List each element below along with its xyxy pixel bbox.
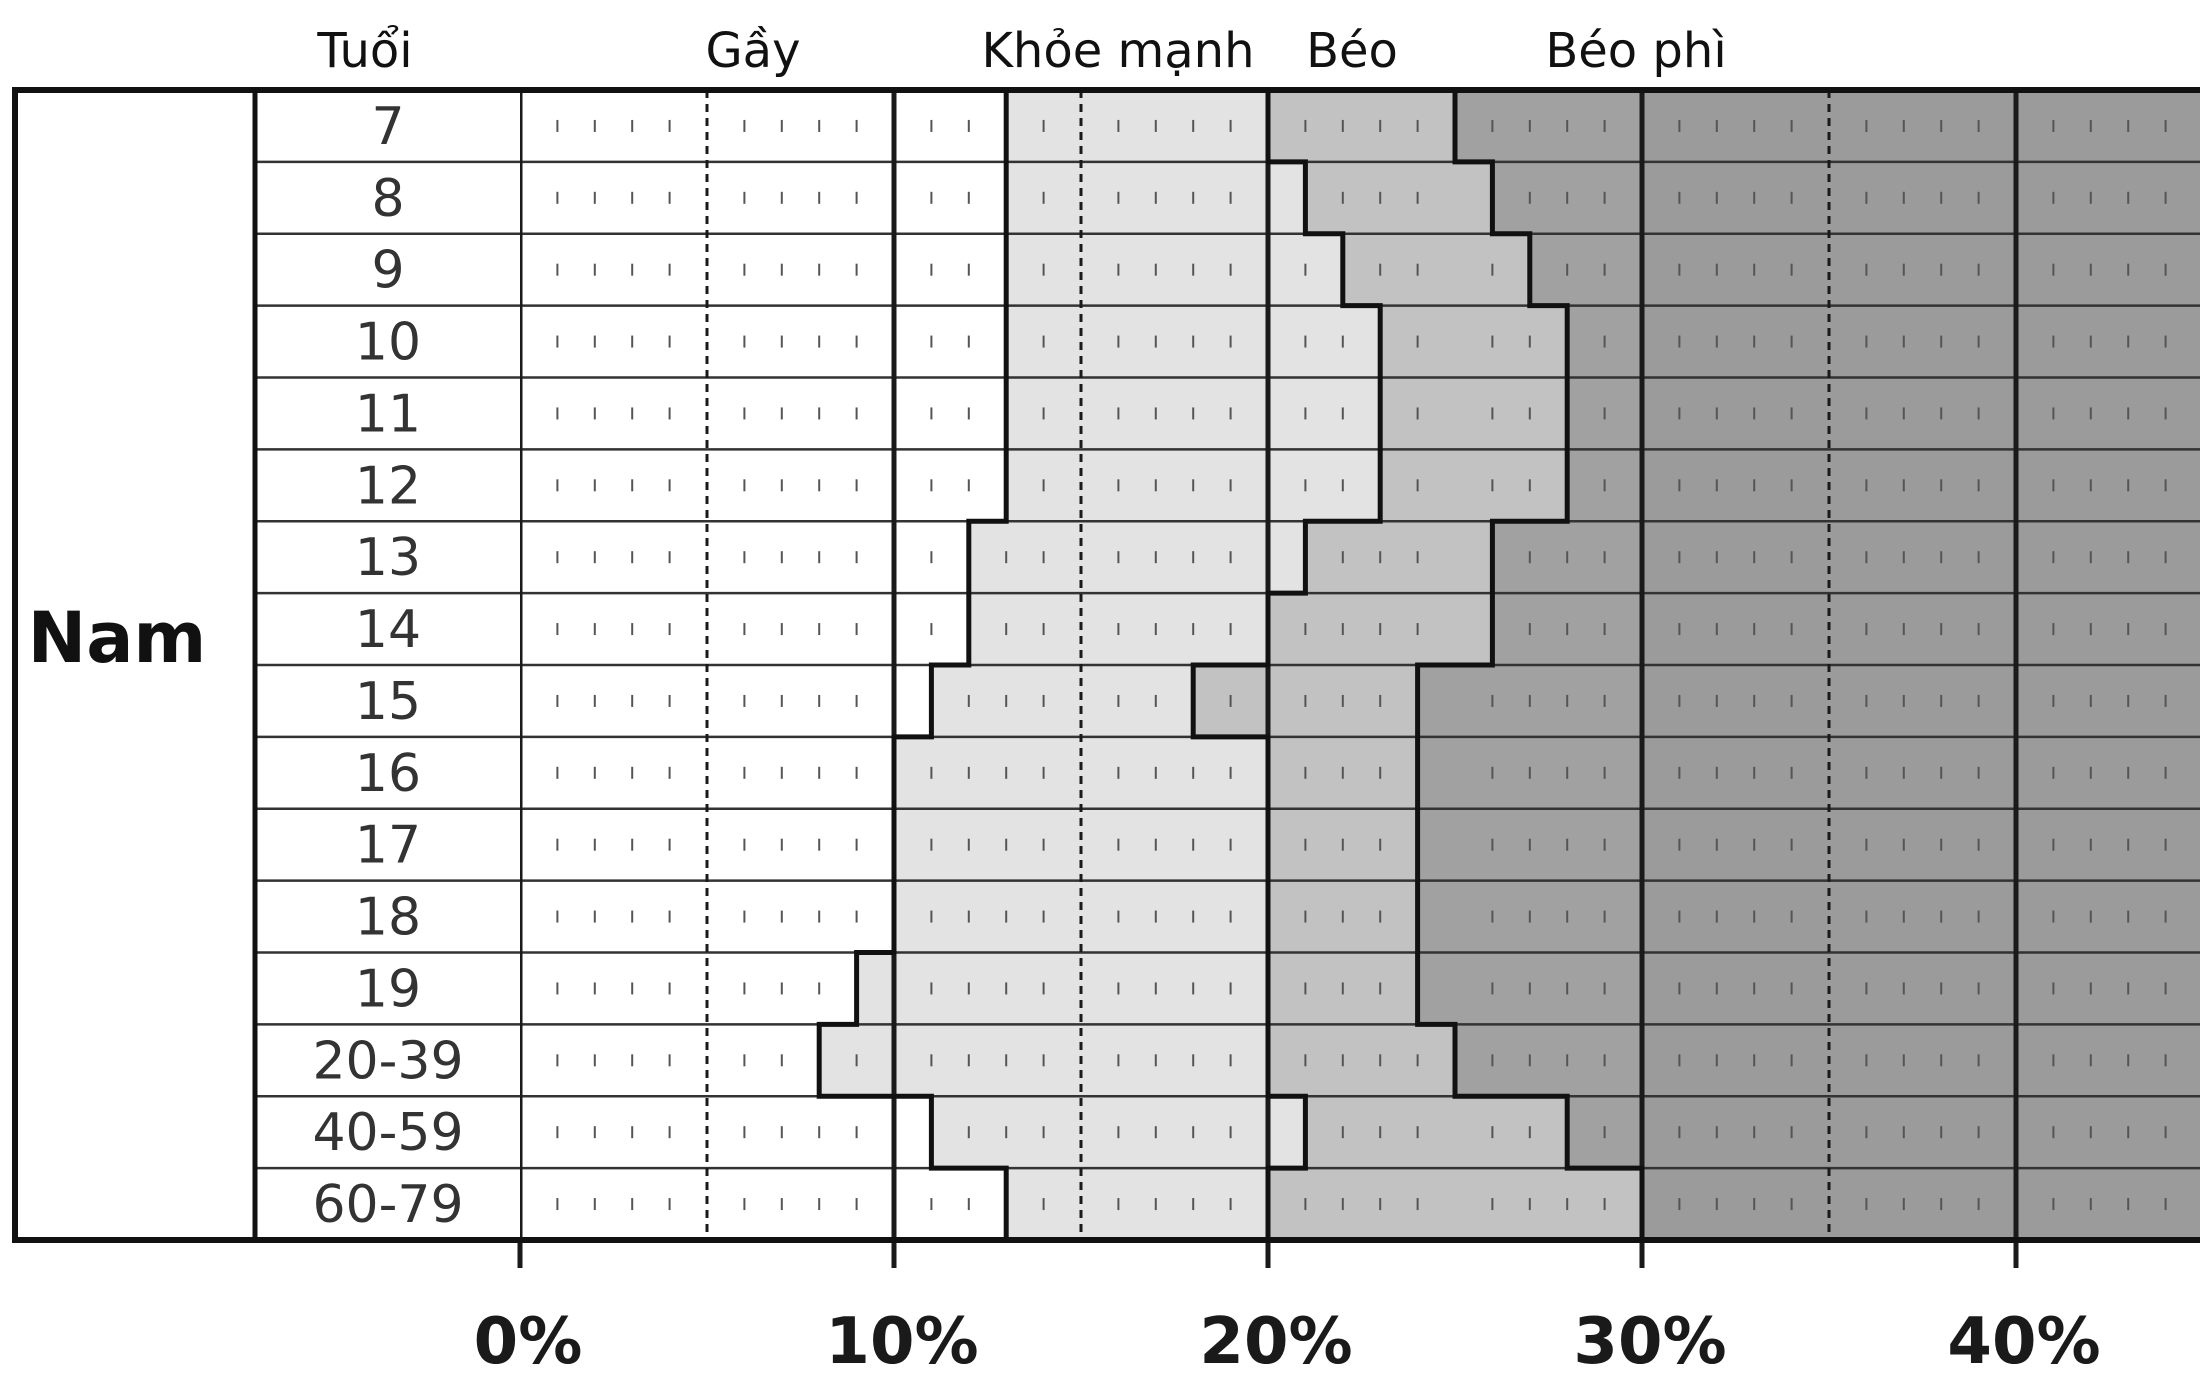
bar-segment [931, 665, 1194, 737]
bar-segment [520, 665, 932, 737]
bar-segment [1417, 952, 2200, 1025]
bar-segment [1305, 1096, 1568, 1169]
bar-segment [1567, 377, 2200, 450]
bar-segment [520, 305, 1007, 378]
bar-segment [520, 449, 1007, 522]
age-label: 14 [355, 600, 421, 660]
bar-segment [1268, 90, 1455, 162]
bar-segment [968, 521, 1306, 594]
bar-segment [1567, 449, 2200, 522]
bar-segment [1268, 1024, 1455, 1097]
bar-segment [520, 1168, 1007, 1240]
bar-segment [1342, 233, 1530, 306]
age-label: 60-79 [312, 1175, 463, 1235]
bar-segment [1492, 521, 2200, 594]
bar-segment [1006, 1168, 1268, 1240]
bar-segment [1380, 449, 1568, 522]
age-label: 7 [371, 97, 404, 157]
bar-segment [1268, 1168, 1642, 1240]
age-label: 20-39 [312, 1031, 463, 1091]
legend-beo: Béo [1306, 23, 1398, 79]
x-tick-label: 10% [825, 1305, 978, 1379]
bar-segment [1492, 593, 2200, 665]
age-header: Tuổi [316, 23, 412, 79]
age-label: 12 [355, 456, 421, 516]
bar-segment [520, 1096, 932, 1169]
age-label: 16 [355, 744, 421, 804]
bar-segment [520, 952, 857, 1025]
bar-segment [1305, 161, 1493, 234]
age-label: 19 [355, 959, 421, 1019]
category-boundary [1190, 90, 1383, 1240]
bar-segment [1380, 377, 1568, 450]
x-tick-label: 40% [1947, 1305, 2100, 1379]
chart-frame [12, 87, 2200, 1243]
bar-segment [520, 90, 1007, 162]
age-label: 9 [371, 241, 404, 301]
group-label: Nam [28, 597, 207, 679]
bar-segment [1567, 1096, 2200, 1169]
legend-beo-phi: Béo phì [1545, 23, 1726, 79]
age-label: 8 [371, 169, 404, 229]
category-boundary [816, 90, 1009, 1240]
age-label: 40-59 [312, 1103, 463, 1163]
age-label: 10 [355, 313, 421, 373]
bar-segment [1567, 305, 2200, 378]
age-label: 13 [355, 528, 421, 588]
x-tick-label: 30% [1573, 1305, 1726, 1379]
bar-segment [1417, 808, 2200, 881]
bar-segment [1305, 521, 1493, 594]
x-tick-label: 0% [474, 1305, 583, 1379]
age-label: 11 [355, 384, 421, 444]
bar-segment [1417, 665, 2200, 737]
bar-segment [1492, 161, 2200, 234]
bar-segment [1642, 1168, 2200, 1240]
x-tick-label: 20% [1199, 1305, 1352, 1379]
age-label: 17 [355, 816, 421, 876]
age-label: 15 [355, 672, 421, 732]
bar-segment [1380, 305, 1568, 378]
bar-segment [520, 377, 1007, 450]
bar-segment [1006, 90, 1268, 162]
category-boundary [1415, 90, 1645, 1240]
legend-khoe-manh: Khỏe mạnh [981, 23, 1254, 79]
bar-segment [520, 161, 1007, 234]
bar-segment [1006, 233, 1343, 306]
legend-gay: Gầy [705, 23, 800, 79]
bar-segment [1417, 880, 2200, 953]
age-label: 18 [355, 888, 421, 948]
bar-segment [1417, 736, 2200, 809]
bar-segment [520, 233, 1007, 306]
bar-segment [856, 952, 1268, 1025]
group-cell [15, 90, 255, 1240]
